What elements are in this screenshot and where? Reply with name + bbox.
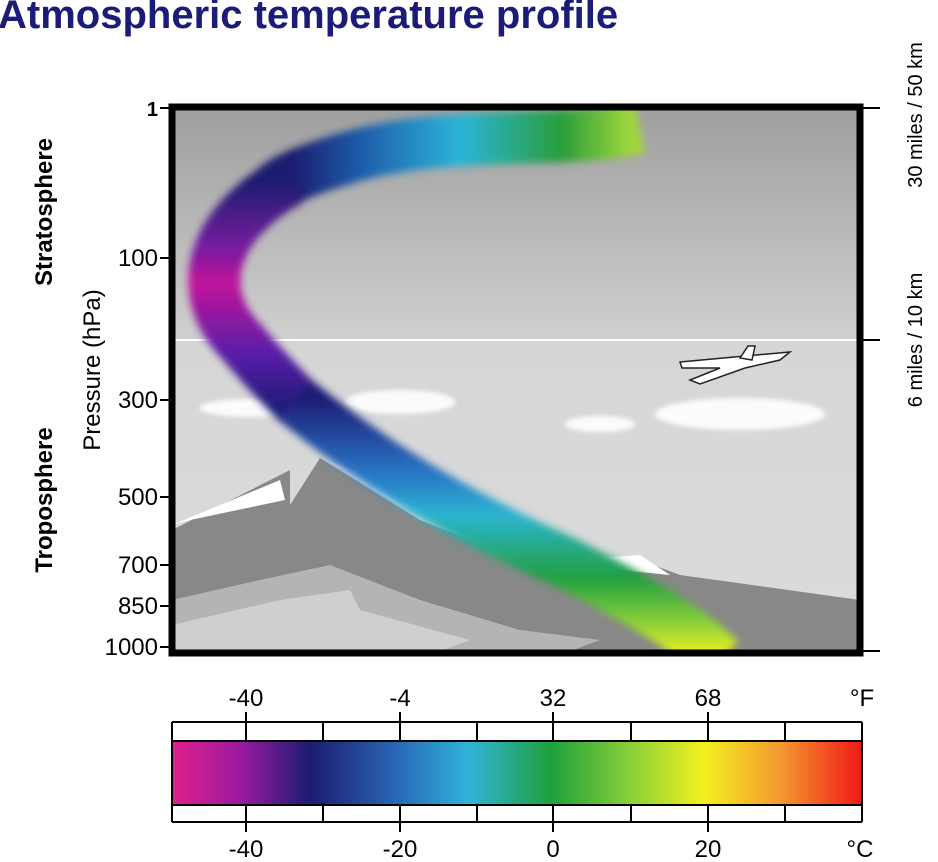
celsius-label: 0 <box>546 836 559 862</box>
unit-label: °C <box>847 836 874 862</box>
fahrenheit-label: -4 <box>389 685 410 712</box>
tick-label: 500 <box>118 484 158 511</box>
colorbar <box>171 740 863 806</box>
plot-frame <box>168 103 864 657</box>
altitude-label: 6 miles / 10 km <box>905 273 927 407</box>
celsius-label: -20 <box>383 836 418 862</box>
layer-label: Stratosphere <box>31 138 58 286</box>
tick-label: 850 <box>118 593 158 620</box>
tick-label: 100 <box>118 245 158 272</box>
fahrenheit-label: -40 <box>229 685 264 712</box>
axis-label: Pressure (hPa) <box>79 289 106 450</box>
tick-label: 1 <box>147 99 158 121</box>
tick-label: 300 <box>118 387 158 414</box>
celsius-label: -40 <box>229 836 264 862</box>
fahrenheit-label: 32 <box>540 685 567 712</box>
tick-label: 1000 <box>105 634 158 661</box>
fahrenheit-label: 68 <box>695 685 722 712</box>
altitude-label: 30 miles / 50 km <box>905 42 927 188</box>
celsius-label: 20 <box>695 836 722 862</box>
title: Atmospheric temperature profile <box>0 0 618 37</box>
tick-label: 700 <box>118 552 158 579</box>
unit-label: °F <box>850 685 874 712</box>
colorbar-ticks: -40 -40 -4 -20 32 0 68 20 °F °C <box>171 685 874 862</box>
layer-label: Troposphere <box>31 427 58 572</box>
pressure-axis: 1 100 300 500 700 850 1000 <box>105 99 172 661</box>
plot-area <box>172 107 860 653</box>
